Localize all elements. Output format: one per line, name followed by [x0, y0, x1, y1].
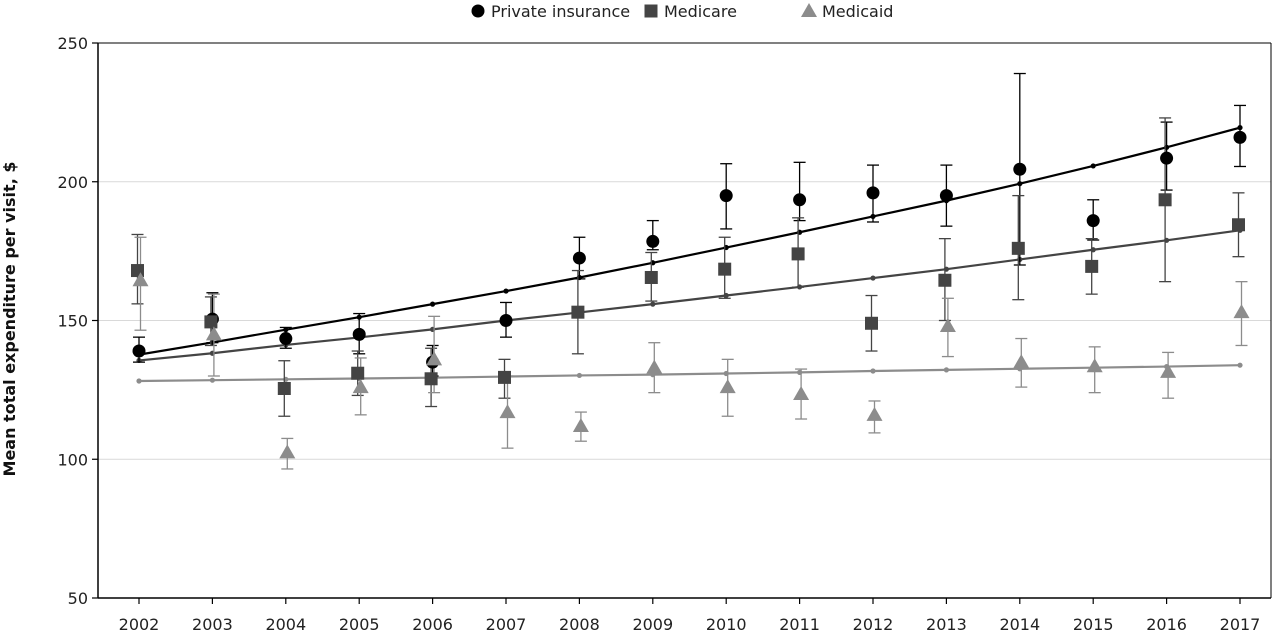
- medicare-point: [571, 305, 585, 319]
- medicare-point: [1085, 259, 1099, 273]
- private-insurance-point: [499, 314, 513, 327]
- triangle-trend-dot: [576, 372, 583, 379]
- y-tick-label: 100: [57, 450, 88, 469]
- triangle-trend-dot: [136, 378, 142, 384]
- x-tick-label: 2012: [853, 615, 894, 634]
- medicaid-point: [646, 359, 663, 374]
- square-trend-dot: [870, 275, 876, 281]
- legend-label: Medicaid: [822, 2, 893, 21]
- private-insurance-point: [793, 193, 807, 207]
- medicaid-point: [939, 318, 956, 333]
- triangle-trend-line: [138, 364, 1241, 383]
- private-insurance-point: [939, 189, 953, 203]
- medicare-point: [351, 366, 365, 380]
- medicare-point: [1011, 241, 1025, 255]
- y-tick-label: 150: [57, 312, 88, 331]
- medicaid-point: [1233, 304, 1250, 319]
- medicaid-point: [499, 404, 516, 419]
- x-tick-label: 2013: [926, 615, 967, 634]
- square-trend-dot: [650, 301, 656, 307]
- medicaid-point: [205, 326, 222, 341]
- gridlines: [98, 181, 1271, 460]
- circle-trend-dot: [1090, 163, 1096, 169]
- medicaid-point: [426, 351, 443, 366]
- x-tick-label: 2006: [412, 615, 453, 634]
- axes: 50 100 150 200 250 2002 2003 2004 2005 2006 2007 20…: [57, 34, 1272, 634]
- x-tick-label: 2008: [559, 615, 600, 634]
- medicaid-point: [279, 444, 296, 459]
- medicaid-point: [793, 386, 810, 401]
- legend-label: Private insurance: [491, 2, 630, 21]
- x-tick-label: 2016: [1146, 615, 1187, 634]
- medicaid-point: [1086, 358, 1103, 373]
- x-tick-label: 2004: [265, 615, 306, 634]
- error-bars: [131, 72, 1248, 470]
- legend-marker-square-icon: [644, 4, 658, 18]
- legend-label: Medicare: [664, 2, 737, 21]
- medicare-point: [1158, 193, 1172, 207]
- medicare-point: [938, 273, 952, 287]
- circle-trend-dot: [430, 301, 436, 307]
- triangle-trend-dot: [209, 377, 215, 383]
- private-insurance-point: [719, 189, 733, 203]
- medicare-point: [204, 315, 218, 329]
- private-insurance-point: [1086, 214, 1100, 228]
- medicare-point: [1232, 218, 1245, 232]
- medicaid-point: [132, 272, 149, 287]
- private-insurance-point: [352, 327, 366, 341]
- medicaid-point: [352, 379, 369, 394]
- triangle-trend-dot: [1237, 362, 1243, 368]
- medicaid-point: [572, 417, 589, 432]
- data-points: [131, 130, 1250, 459]
- x-tick-label: 2011: [779, 615, 820, 634]
- circle-trend-dot: [503, 288, 509, 294]
- medicare-point: [718, 262, 732, 276]
- medicaid-point: [1013, 354, 1030, 369]
- x-tick-label: 2002: [119, 615, 160, 634]
- medicare-point: [644, 270, 658, 284]
- y-tick-label: 50: [68, 589, 88, 608]
- x-tick-label: 2007: [486, 615, 527, 634]
- x-tick-label: 2014: [999, 615, 1040, 634]
- medicaid-point: [719, 379, 736, 394]
- medicare-point: [865, 316, 878, 330]
- triangle-trend-dot: [943, 367, 950, 373]
- y-axis-label: Mean total expenditure per visit, $: [0, 162, 19, 477]
- triangle-trend-dot: [870, 368, 876, 374]
- medicaid-point: [866, 406, 883, 421]
- private-insurance-point: [1233, 130, 1247, 144]
- square-trend-line: [138, 229, 1241, 362]
- legend-marker-circle-icon: [471, 4, 485, 18]
- private-insurance-point: [1160, 151, 1174, 165]
- y-tick-label: 250: [57, 34, 88, 53]
- legend-marker-triangle-icon: [801, 3, 817, 17]
- medicare-point: [498, 370, 511, 384]
- medicaid-point: [1160, 363, 1177, 378]
- y-tick-label: 200: [57, 173, 88, 192]
- x-tick-label: 2010: [706, 615, 747, 634]
- x-tick-label: 2003: [192, 615, 233, 634]
- private-insurance-point: [646, 234, 660, 248]
- private-insurance-point: [572, 251, 586, 265]
- medicare-point: [277, 381, 291, 395]
- x-tick-label: 2009: [632, 615, 673, 634]
- private-insurance-point: [279, 332, 293, 346]
- x-tick-label: 2017: [1220, 615, 1261, 634]
- trend-lines: [136, 125, 1243, 384]
- private-insurance-point: [132, 344, 146, 358]
- circle-trend-line: [138, 126, 1241, 356]
- private-insurance-point: [866, 186, 880, 200]
- medicare-point: [424, 372, 438, 386]
- x-tick-label: 2005: [339, 615, 380, 634]
- x-tick-label: 2015: [1073, 615, 1114, 634]
- legend: Private insurance Medicare Medicaid: [471, 2, 893, 21]
- private-insurance-point: [1013, 162, 1027, 176]
- medicare-point: [791, 247, 805, 261]
